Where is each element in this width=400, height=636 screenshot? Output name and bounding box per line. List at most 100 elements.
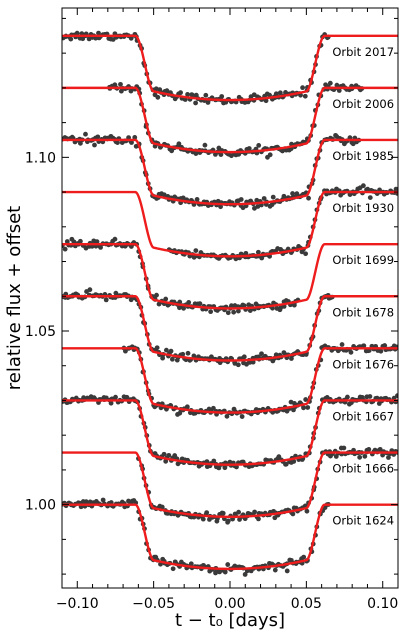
data-point <box>164 88 170 94</box>
x-tick-label: 0.05 <box>291 596 322 612</box>
data-point <box>302 93 308 99</box>
data-point <box>168 348 174 354</box>
data-point <box>220 510 226 516</box>
data-point <box>255 249 261 255</box>
data-point <box>154 292 159 298</box>
data-point <box>177 299 183 305</box>
data-point <box>378 348 384 354</box>
data-point <box>263 98 269 104</box>
data-point <box>193 100 198 106</box>
model-curve <box>62 242 398 310</box>
data-point <box>256 142 262 148</box>
y-axis-label: relative flux + offset <box>4 206 25 390</box>
data-point <box>185 350 191 356</box>
data-point <box>178 90 183 96</box>
data-point <box>366 447 372 452</box>
data-point <box>191 353 197 359</box>
model-curve <box>62 34 398 102</box>
data-point <box>281 193 287 199</box>
data-point <box>129 140 134 145</box>
x-axis-ticks: −0.10 −0.05 0.00 0.05 0.10 <box>56 8 398 612</box>
orbit-label: Orbit 1667 <box>332 409 394 423</box>
data-point <box>238 197 244 202</box>
data-point <box>213 570 218 576</box>
orbit-label: Orbit 2017 <box>332 45 394 59</box>
data-point <box>208 309 214 315</box>
data-point <box>255 204 261 209</box>
data-point <box>218 204 223 210</box>
x-tick-label: −0.05 <box>132 596 175 612</box>
data-point <box>92 142 97 148</box>
x-tick-label: 0.00 <box>214 596 245 612</box>
data-point <box>68 36 74 42</box>
data-point <box>225 562 231 567</box>
data-point <box>327 80 333 86</box>
data-point <box>252 509 258 515</box>
data-point <box>261 196 267 201</box>
data-point <box>259 351 264 357</box>
data-point <box>218 152 224 157</box>
data-point <box>113 394 118 400</box>
data-point <box>377 446 383 452</box>
data-point <box>123 348 128 354</box>
data-point <box>74 30 80 36</box>
x-tick-label: −0.10 <box>56 596 99 612</box>
data-point <box>132 135 138 140</box>
model-curve <box>62 347 398 414</box>
data-point <box>194 196 200 202</box>
data-point <box>301 405 306 411</box>
data-point <box>160 355 166 361</box>
data-point <box>197 301 203 307</box>
data-point <box>239 414 245 419</box>
data-point <box>159 504 165 510</box>
orbit-label: Orbit 1678 <box>332 305 394 319</box>
data-point <box>236 509 242 515</box>
data-point <box>108 400 114 406</box>
data-point <box>357 454 363 460</box>
data-point <box>170 566 176 572</box>
data-point <box>181 305 187 311</box>
data-point <box>270 194 276 200</box>
data-point <box>78 238 83 244</box>
data-point <box>177 410 183 416</box>
orbit-labels-layer: Orbit 2017 Orbit 2006 Orbit 1985 Orbit 1930… <box>332 45 394 528</box>
orbit-label: Orbit 1930 <box>332 201 394 215</box>
data-point <box>224 413 230 419</box>
orbit-label: Orbit 1666 <box>332 462 394 476</box>
data-point <box>225 310 231 316</box>
model-curve <box>62 399 398 466</box>
data-point <box>202 142 208 148</box>
data-point <box>80 36 86 42</box>
orbit-label: Orbit 1676 <box>332 357 394 371</box>
data-point <box>272 567 278 573</box>
data-point <box>163 296 169 302</box>
data-point <box>303 397 309 402</box>
data-point <box>246 146 252 151</box>
data-point <box>100 497 106 503</box>
data-point <box>95 134 101 140</box>
data-point <box>231 309 237 315</box>
data-point <box>247 308 253 313</box>
data-point <box>339 342 345 347</box>
model-curve <box>62 138 398 206</box>
data-point <box>277 90 283 96</box>
data-point <box>219 94 225 99</box>
data-point <box>190 92 196 98</box>
data-point <box>169 356 175 362</box>
y-axis-ticks: 1.00 1.05 1.10 <box>25 17 398 575</box>
data-point <box>98 244 103 250</box>
model-curve <box>62 86 398 154</box>
data-point <box>177 305 182 311</box>
data-point <box>124 394 130 400</box>
data-point <box>241 354 247 360</box>
data-point <box>267 152 273 158</box>
model-curve <box>62 503 398 571</box>
data-point <box>235 362 241 368</box>
data-point <box>87 287 93 293</box>
data-point <box>204 510 210 516</box>
data-point <box>303 251 309 257</box>
data-point <box>229 303 234 309</box>
model-curve <box>62 451 398 518</box>
data-point <box>94 239 100 245</box>
